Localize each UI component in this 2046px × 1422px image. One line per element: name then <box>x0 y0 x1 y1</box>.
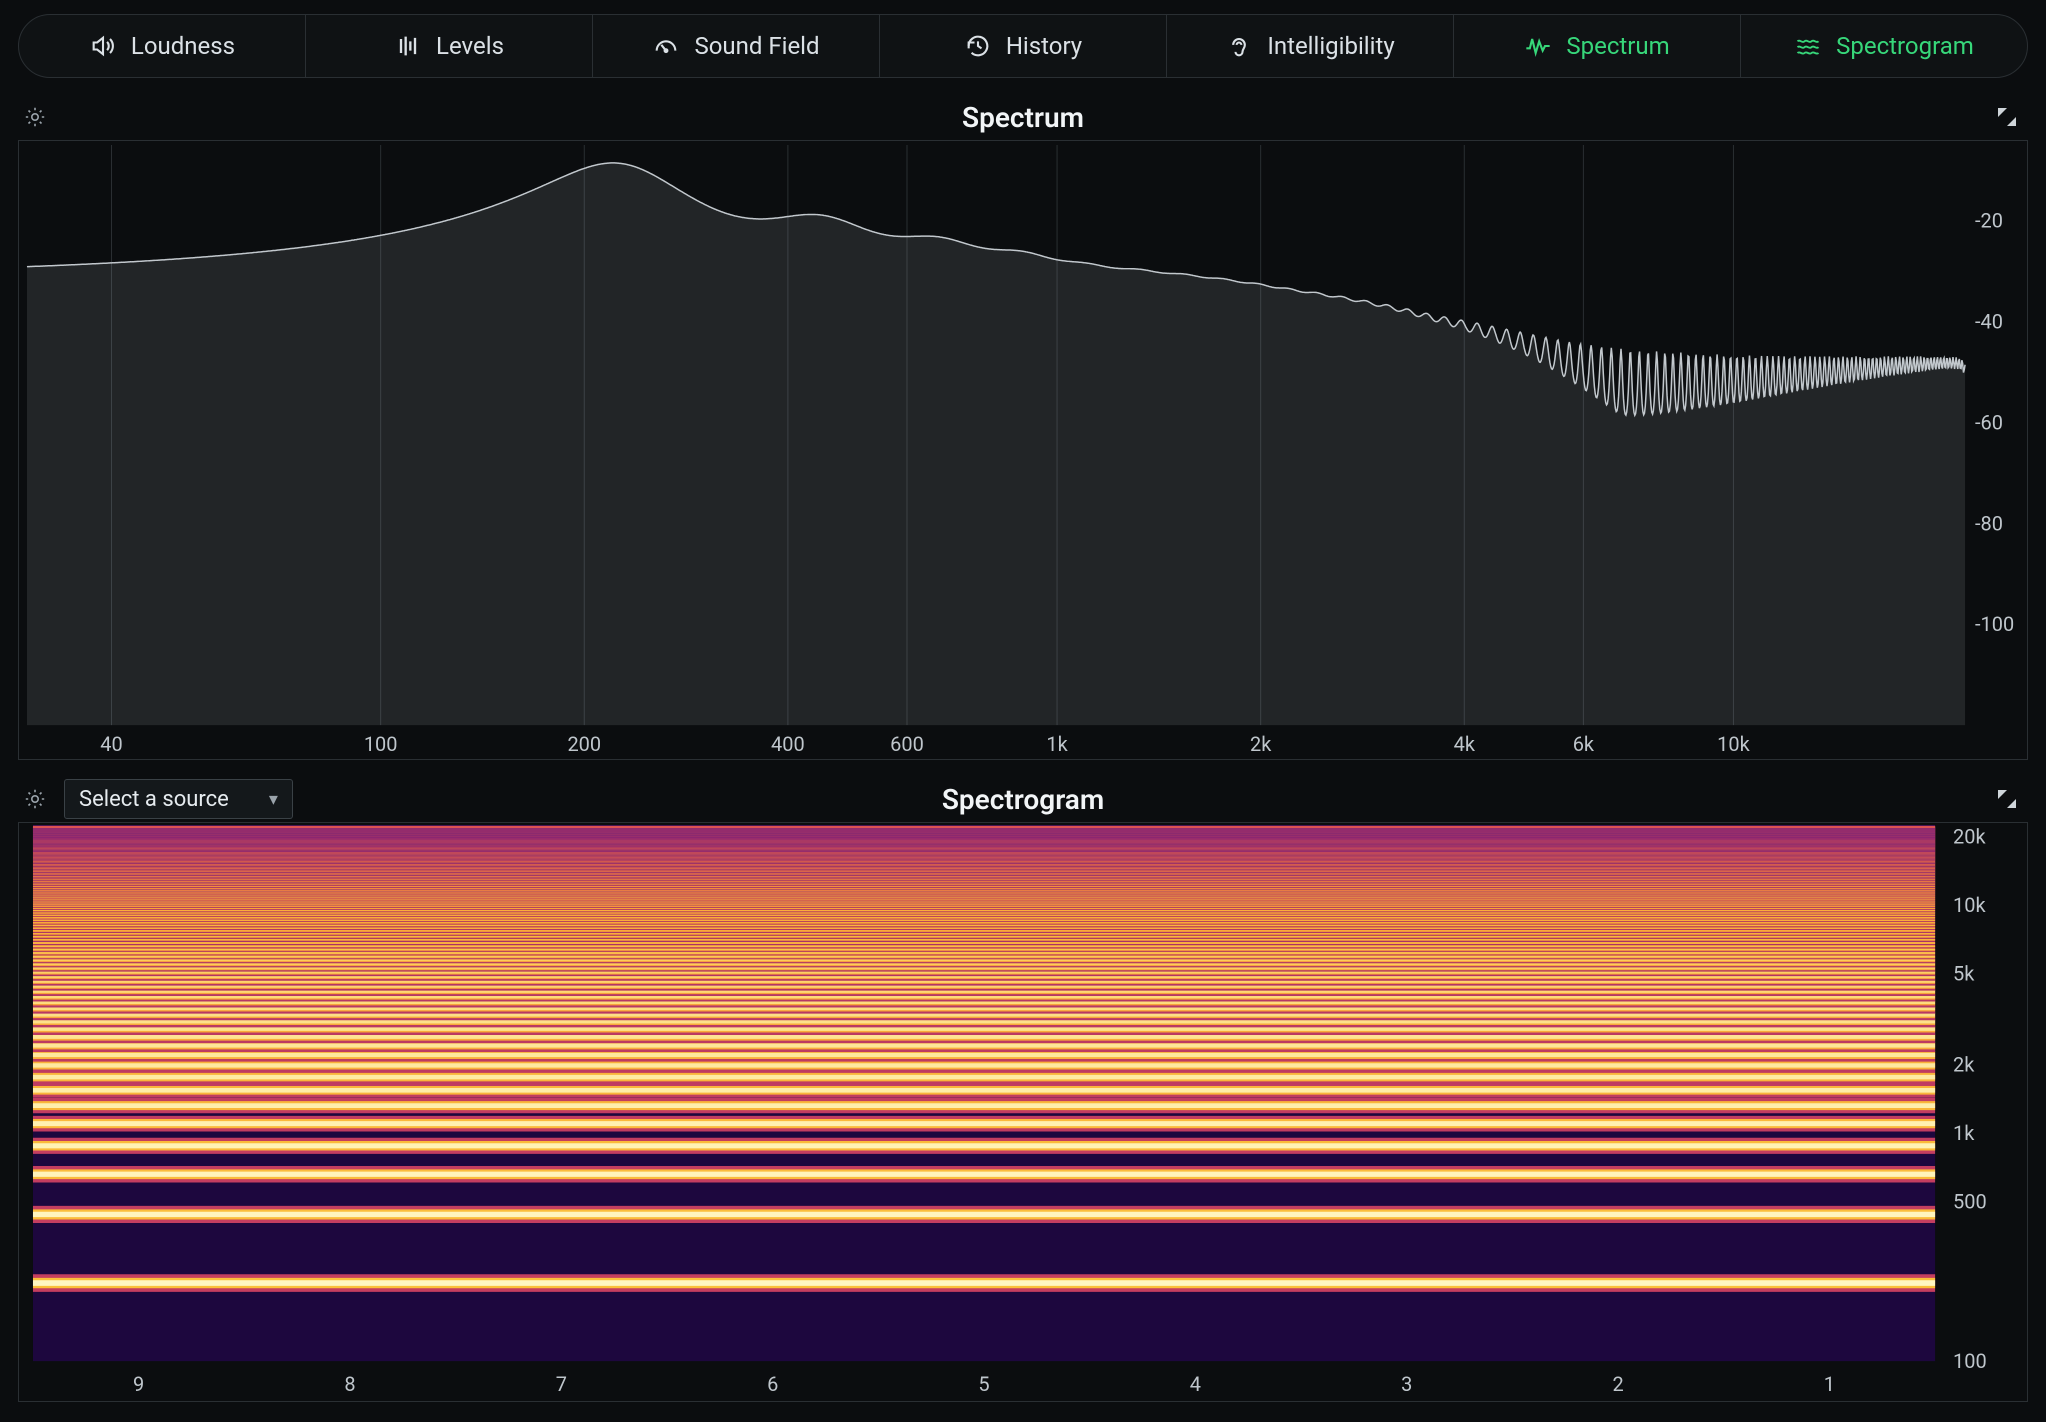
svg-text:2: 2 <box>1612 1372 1623 1396</box>
tab-levels[interactable]: Levels <box>306 15 593 77</box>
view-tabs: Loudness Levels Sound Field History Intellig… <box>18 14 2028 78</box>
svg-text:400: 400 <box>771 732 805 756</box>
svg-text:600: 600 <box>890 732 924 756</box>
svg-text:100: 100 <box>1953 1349 1987 1373</box>
tab-spectrum[interactable]: Spectrum <box>1454 15 1741 77</box>
source-select-label: Select a source <box>79 787 229 812</box>
svg-text:6k: 6k <box>1573 732 1595 756</box>
svg-text:500: 500 <box>1953 1190 1987 1214</box>
spectrum-title: Spectrum <box>18 101 2028 134</box>
header-right <box>1992 102 2022 132</box>
svg-text:-80: -80 <box>1975 511 2003 535</box>
tab-history[interactable]: History <box>880 15 1167 77</box>
svg-text:6: 6 <box>767 1372 778 1396</box>
tab-label: Loudness <box>131 32 235 60</box>
tab-label: Spectrogram <box>1836 32 1974 60</box>
tab-intelligibility[interactable]: Intelligibility <box>1167 15 1454 77</box>
tab-label: Levels <box>436 32 504 60</box>
svg-text:3: 3 <box>1401 1372 1412 1396</box>
tab-label: History <box>1006 32 1082 60</box>
speaker-icon <box>89 32 117 60</box>
svg-text:-60: -60 <box>1975 410 2003 434</box>
spectrogram-chart[interactable]: 20k 10k 5k 2k 1k 500 100 9 8 7 6 5 4 3 2 1 <box>18 822 2028 1402</box>
header-right <box>1992 784 2022 814</box>
svg-text:5: 5 <box>978 1372 989 1396</box>
tab-label: Intelligibility <box>1267 32 1394 60</box>
svg-text:-40: -40 <box>1975 310 2003 334</box>
gear-icon[interactable] <box>20 784 50 814</box>
history-icon <box>964 32 992 60</box>
svg-text:10k: 10k <box>1717 732 1750 756</box>
svg-text:1: 1 <box>1824 1372 1835 1396</box>
spectrum-chart[interactable]: 40 100 200 400 600 1k 2k 4k 6k 10k -20 -40 -60 -80 -10… <box>18 140 2028 760</box>
spectrum-panel: Spectrum 40 100 200 400 600 1k 2k 4k 6k 10k -20 -40… <box>18 100 2028 760</box>
ear-icon <box>1225 32 1253 60</box>
svg-text:2k: 2k <box>1250 732 1272 756</box>
spectrogram-panel-header: Select a source ▾ Spectrogram <box>18 782 2028 822</box>
app-root: Loudness Levels Sound Field History Intellig… <box>0 0 2046 1422</box>
waterfall-icon <box>1794 32 1822 60</box>
svg-text:4k: 4k <box>1454 732 1476 756</box>
svg-text:-100: -100 <box>1975 612 2014 636</box>
header-left <box>20 102 50 132</box>
tab-loudness[interactable]: Loudness <box>19 15 306 77</box>
tab-label: Sound Field <box>694 32 819 60</box>
source-select[interactable]: Select a source ▾ <box>64 779 293 819</box>
wave-icon <box>1524 32 1552 60</box>
gauge-icon <box>652 32 680 60</box>
svg-text:7: 7 <box>556 1372 567 1396</box>
spectrogram-panel: Select a source ▾ Spectrogram 20k 10k 5k 2k… <box>18 782 2028 1402</box>
svg-text:10k: 10k <box>1953 893 1986 917</box>
svg-text:100: 100 <box>364 732 398 756</box>
svg-text:1k: 1k <box>1953 1121 1975 1145</box>
svg-text:2k: 2k <box>1953 1052 1975 1076</box>
chevron-down-icon: ▾ <box>269 789 278 810</box>
header-left: Select a source ▾ <box>20 779 293 819</box>
bars-icon <box>394 32 422 60</box>
svg-text:4: 4 <box>1190 1372 1201 1396</box>
svg-text:9: 9 <box>133 1372 144 1396</box>
svg-text:8: 8 <box>344 1372 355 1396</box>
spectrum-panel-header: Spectrum <box>18 100 2028 140</box>
gear-icon[interactable] <box>20 102 50 132</box>
svg-text:200: 200 <box>567 732 601 756</box>
popout-icon[interactable] <box>1992 784 2022 814</box>
svg-text:40: 40 <box>100 732 122 756</box>
svg-text:-20: -20 <box>1975 209 2003 233</box>
tab-label: Spectrum <box>1566 32 1669 60</box>
popout-icon[interactable] <box>1992 102 2022 132</box>
tab-soundfield[interactable]: Sound Field <box>593 15 880 77</box>
tab-spectrogram[interactable]: Spectrogram <box>1741 15 2027 77</box>
svg-text:1k: 1k <box>1046 732 1068 756</box>
svg-text:5k: 5k <box>1953 962 1975 986</box>
spectrogram-title: Spectrogram <box>18 783 2028 816</box>
svg-text:20k: 20k <box>1953 824 1986 848</box>
